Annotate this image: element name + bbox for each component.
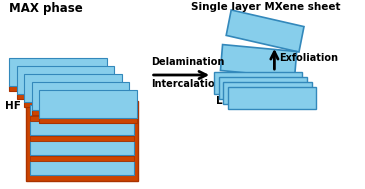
Bar <box>30 105 134 115</box>
Text: Intercalation: Intercalation <box>151 79 222 89</box>
Bar <box>30 121 134 135</box>
Text: Single layer MXene sheet: Single layer MXene sheet <box>191 2 340 12</box>
Bar <box>24 102 122 107</box>
Bar <box>39 90 137 118</box>
Bar <box>24 74 122 102</box>
Bar <box>17 94 114 99</box>
Bar <box>30 136 134 141</box>
Bar <box>9 58 107 86</box>
Bar <box>26 101 138 181</box>
Text: Exfoliation: Exfoliation <box>279 53 338 63</box>
Bar <box>228 87 316 109</box>
Bar <box>30 141 134 155</box>
Text: Delamination: Delamination <box>151 57 225 67</box>
Bar <box>223 82 312 104</box>
Bar <box>30 161 134 175</box>
Bar <box>226 10 304 52</box>
Bar <box>17 66 114 94</box>
Bar <box>220 45 297 77</box>
Bar <box>9 86 107 91</box>
Bar <box>39 118 137 123</box>
Text: Layered MXene: Layered MXene <box>216 96 306 106</box>
Text: HF treatment: HF treatment <box>5 101 84 111</box>
Bar <box>30 116 134 121</box>
Text: MAX phase: MAX phase <box>9 2 83 15</box>
Bar <box>219 77 307 99</box>
Bar <box>32 110 129 115</box>
Bar <box>214 72 302 94</box>
Bar <box>32 82 129 110</box>
Bar <box>30 156 134 161</box>
